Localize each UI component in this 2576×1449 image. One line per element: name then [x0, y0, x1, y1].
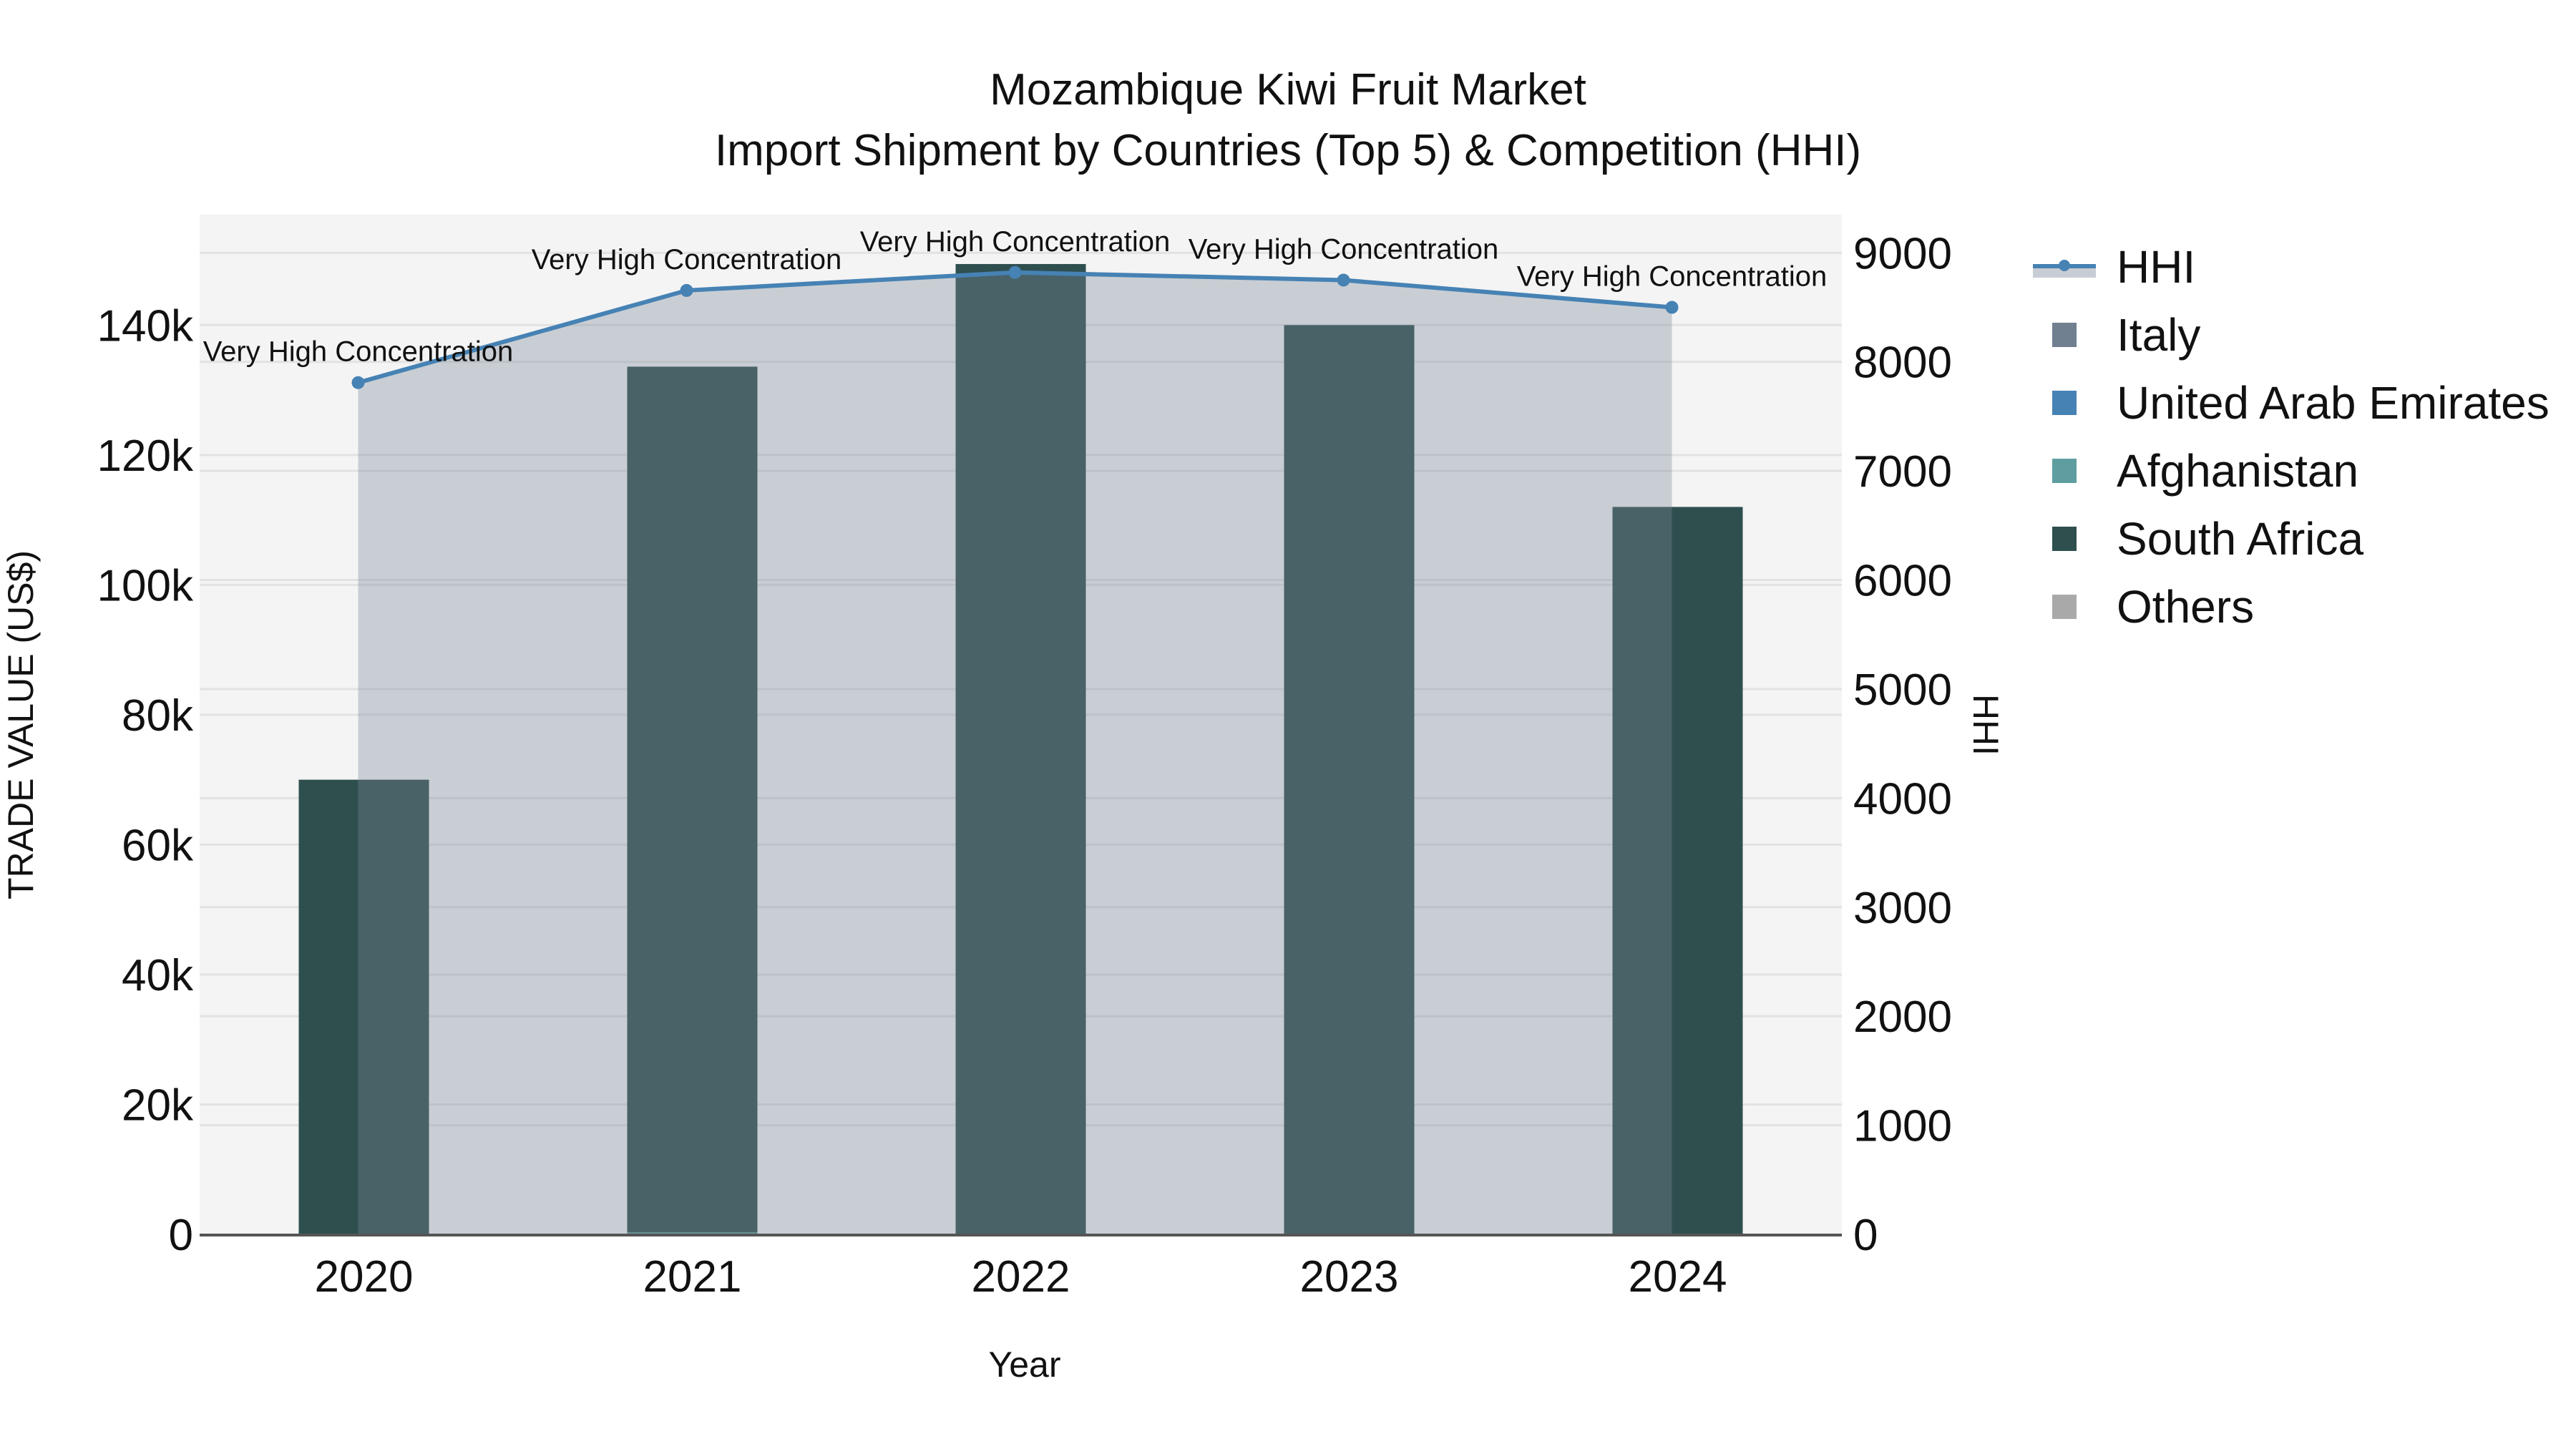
- svg-text:2021: 2021: [643, 1252, 742, 1302]
- square-swatch-icon: [2052, 458, 2077, 483]
- hhi-annotation-label: Very High Concentration: [532, 244, 842, 275]
- svg-text:20k: 20k: [122, 1080, 194, 1130]
- hhi-annotations: Very High Concentration Very High Concent…: [203, 226, 1828, 368]
- legend-item-others[interactable]: Others: [2025, 572, 2550, 640]
- hhi-point-marker[interactable]: [1008, 265, 1022, 279]
- square-swatch-icon: [2052, 322, 2077, 347]
- svg-text:2024: 2024: [1629, 1252, 1727, 1302]
- hhi-annotation-label: Very High Concentration: [860, 226, 1171, 258]
- legend-label: Afghanistan: [2117, 444, 2359, 497]
- svg-text:5000: 5000: [1853, 665, 1952, 715]
- legend-item-afghanistan[interactable]: Afghanistan: [2025, 436, 2550, 504]
- legend-item-hhi[interactable]: HHI: [2025, 233, 2550, 301]
- chart-title-line2: Import Shipment by Countries (Top 5) & C…: [714, 126, 1862, 175]
- svg-text:60k: 60k: [122, 821, 194, 870]
- hhi-annotation-label: Very High Concentration: [1517, 261, 1828, 293]
- legend: HHI Italy United Arab Emirates Afghanist…: [2025, 233, 2550, 640]
- svg-text:4000: 4000: [1853, 774, 1952, 824]
- hhi-area: [358, 272, 1672, 1234]
- legend-label: HHI: [2117, 240, 2196, 293]
- svg-text:8000: 8000: [1853, 338, 1952, 388]
- hhi-annotation-label: Very High Concentration: [203, 336, 514, 368]
- svg-text:0: 0: [169, 1211, 193, 1260]
- svg-text:1000: 1000: [1853, 1102, 1952, 1151]
- square-swatch-icon: [2052, 390, 2077, 415]
- bar-segment[interactable]: [627, 1232, 758, 1234]
- x-axis-title: Year: [988, 1345, 1060, 1385]
- legend-label: Italy: [2117, 308, 2201, 361]
- legend-item-south-africa[interactable]: South Africa: [2025, 504, 2550, 572]
- legend-label: Others: [2117, 580, 2255, 633]
- svg-text:9000: 9000: [1853, 229, 1952, 278]
- svg-text:2023: 2023: [1300, 1252, 1399, 1302]
- x-tick-labels: 2020 2021 2022 2023 2024: [315, 1252, 1727, 1302]
- svg-text:140k: 140k: [97, 301, 194, 351]
- svg-text:120k: 120k: [97, 431, 194, 481]
- hhi-point-marker[interactable]: [680, 283, 693, 297]
- bar-segment[interactable]: [1284, 325, 1415, 1235]
- svg-text:80k: 80k: [122, 691, 194, 741]
- svg-text:2000: 2000: [1853, 992, 1952, 1042]
- stacked-bars: [298, 263, 1743, 1235]
- svg-text:3000: 3000: [1853, 884, 1952, 933]
- chart-title-line1: Mozambique Kiwi Fruit Market: [990, 65, 1586, 114]
- legend-item-uae[interactable]: United Arab Emirates: [2025, 369, 2550, 436]
- bar-segment[interactable]: [298, 779, 429, 1234]
- hhi-point-marker[interactable]: [1665, 301, 1679, 314]
- hhi-point-marker[interactable]: [1337, 273, 1350, 287]
- svg-text:0: 0: [1853, 1211, 1878, 1260]
- y-left-tick-labels: 0 20k 40k 60k 80k 100k 120k 140k: [97, 301, 194, 1260]
- y-left-axis-title: TRADE VALUE (US$): [1, 550, 41, 899]
- y-right-tick-labels: 0 1000 2000 3000 4000 5000 6000 7000 8000 9000: [1853, 229, 1952, 1260]
- bar-segment[interactable]: [955, 263, 1086, 1234]
- square-swatch-icon: [2052, 594, 2077, 619]
- svg-text:7000: 7000: [1853, 447, 1952, 497]
- bar-segment[interactable]: [1612, 507, 1743, 1234]
- svg-text:6000: 6000: [1853, 557, 1952, 606]
- legend-label: South Africa: [2117, 512, 2364, 565]
- hhi-point-marker[interactable]: [351, 376, 365, 389]
- svg-text:100k: 100k: [97, 561, 194, 610]
- svg-text:2020: 2020: [315, 1252, 414, 1302]
- bar-segment[interactable]: [627, 366, 758, 1233]
- hhi-line: [351, 265, 1679, 389]
- line-marker-icon: [2033, 256, 2096, 278]
- legend-item-italy[interactable]: Italy: [2025, 301, 2550, 369]
- hhi-annotation-label: Very High Concentration: [1189, 233, 1499, 265]
- svg-text:40k: 40k: [122, 951, 194, 1000]
- square-swatch-icon: [2052, 526, 2077, 551]
- legend-label: United Arab Emirates: [2117, 376, 2550, 429]
- y-right-axis-title: HHI: [1966, 694, 2006, 756]
- svg-text:2022: 2022: [972, 1252, 1070, 1302]
